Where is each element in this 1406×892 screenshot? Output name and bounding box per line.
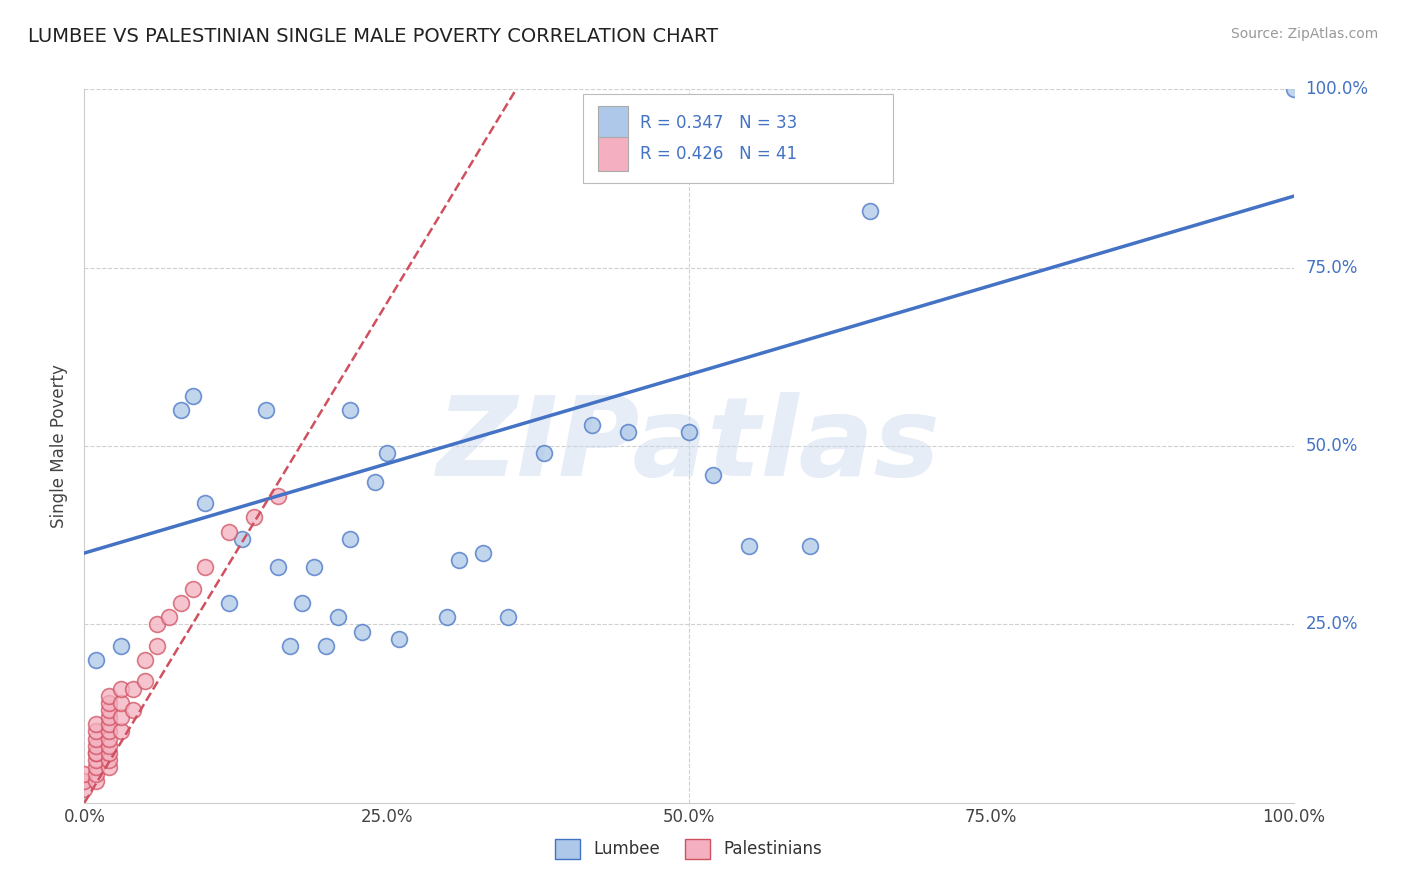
Text: R = 0.347   N = 33: R = 0.347 N = 33 (640, 114, 797, 132)
Point (181, 582, 204, 596)
Point (799, 539, 821, 553)
Point (86, 653, 108, 667)
Point (254, 403, 277, 417)
Point (73, 781, 96, 796)
Point (859, 203, 882, 218)
Point (134, 674, 156, 689)
Point (97, 689, 120, 703)
Point (86, 774, 108, 789)
Point (97, 717, 120, 731)
Text: 50.0%: 50.0% (1306, 437, 1358, 455)
Point (97, 710, 120, 724)
Point (738, 539, 761, 553)
Point (97, 760, 120, 774)
Point (97, 731, 120, 746)
Point (278, 639, 301, 653)
Point (170, 596, 193, 610)
Point (170, 403, 193, 417)
Point (86, 760, 108, 774)
Point (267, 489, 290, 503)
Point (146, 639, 169, 653)
Point (134, 653, 156, 667)
Point (533, 446, 555, 460)
Point (97, 739, 120, 753)
Point (110, 724, 132, 739)
Point (352, 624, 374, 639)
Point (86, 746, 108, 760)
Point (86, 731, 108, 746)
Point (388, 632, 411, 646)
Point (328, 610, 350, 624)
Point (339, 532, 361, 546)
Point (97, 703, 120, 717)
Point (242, 510, 264, 524)
Point (267, 560, 290, 574)
Text: ZIPatlas: ZIPatlas (437, 392, 941, 500)
Point (581, 417, 603, 432)
Point (97, 696, 120, 710)
Text: LUMBEE VS PALESTINIAN SINGLE MALE POVERTY CORRELATION CHART: LUMBEE VS PALESTINIAN SINGLE MALE POVERT… (28, 27, 718, 45)
Point (194, 560, 217, 574)
Point (194, 496, 217, 510)
Text: 75.0%: 75.0% (1306, 259, 1358, 277)
Point (218, 596, 240, 610)
Point (146, 617, 169, 632)
Point (218, 524, 240, 539)
Point (231, 532, 253, 546)
Text: 25.0%: 25.0% (1306, 615, 1358, 633)
Point (678, 425, 700, 439)
Point (315, 639, 337, 653)
Text: R = 0.426   N = 41: R = 0.426 N = 41 (640, 145, 797, 163)
Point (291, 596, 314, 610)
Point (73, 774, 96, 789)
Y-axis label: Single Male Poverty: Single Male Poverty (51, 364, 69, 528)
Point (110, 639, 132, 653)
Point (449, 553, 471, 567)
Point (97, 724, 120, 739)
Point (110, 681, 132, 696)
Point (375, 446, 398, 460)
Point (496, 610, 519, 624)
Point (86, 753, 108, 767)
Point (1282, 82, 1305, 96)
Point (121, 681, 143, 696)
Legend: Lumbee, Palestinians: Lumbee, Palestinians (548, 832, 830, 866)
Point (181, 389, 204, 403)
Point (110, 696, 132, 710)
Text: 100.0%: 100.0% (1306, 80, 1368, 98)
Point (86, 767, 108, 781)
Point (617, 425, 640, 439)
Point (73, 767, 96, 781)
Point (363, 475, 385, 489)
Point (436, 610, 458, 624)
Point (110, 710, 132, 724)
Text: Source: ZipAtlas.com: Source: ZipAtlas.com (1230, 27, 1378, 41)
Point (97, 746, 120, 760)
Point (86, 739, 108, 753)
Point (157, 610, 180, 624)
Point (702, 467, 724, 482)
Point (121, 703, 143, 717)
Point (97, 753, 120, 767)
Point (86, 724, 108, 739)
Point (302, 560, 325, 574)
Point (86, 717, 108, 731)
Point (339, 403, 361, 417)
Point (472, 546, 495, 560)
Point (86, 746, 108, 760)
